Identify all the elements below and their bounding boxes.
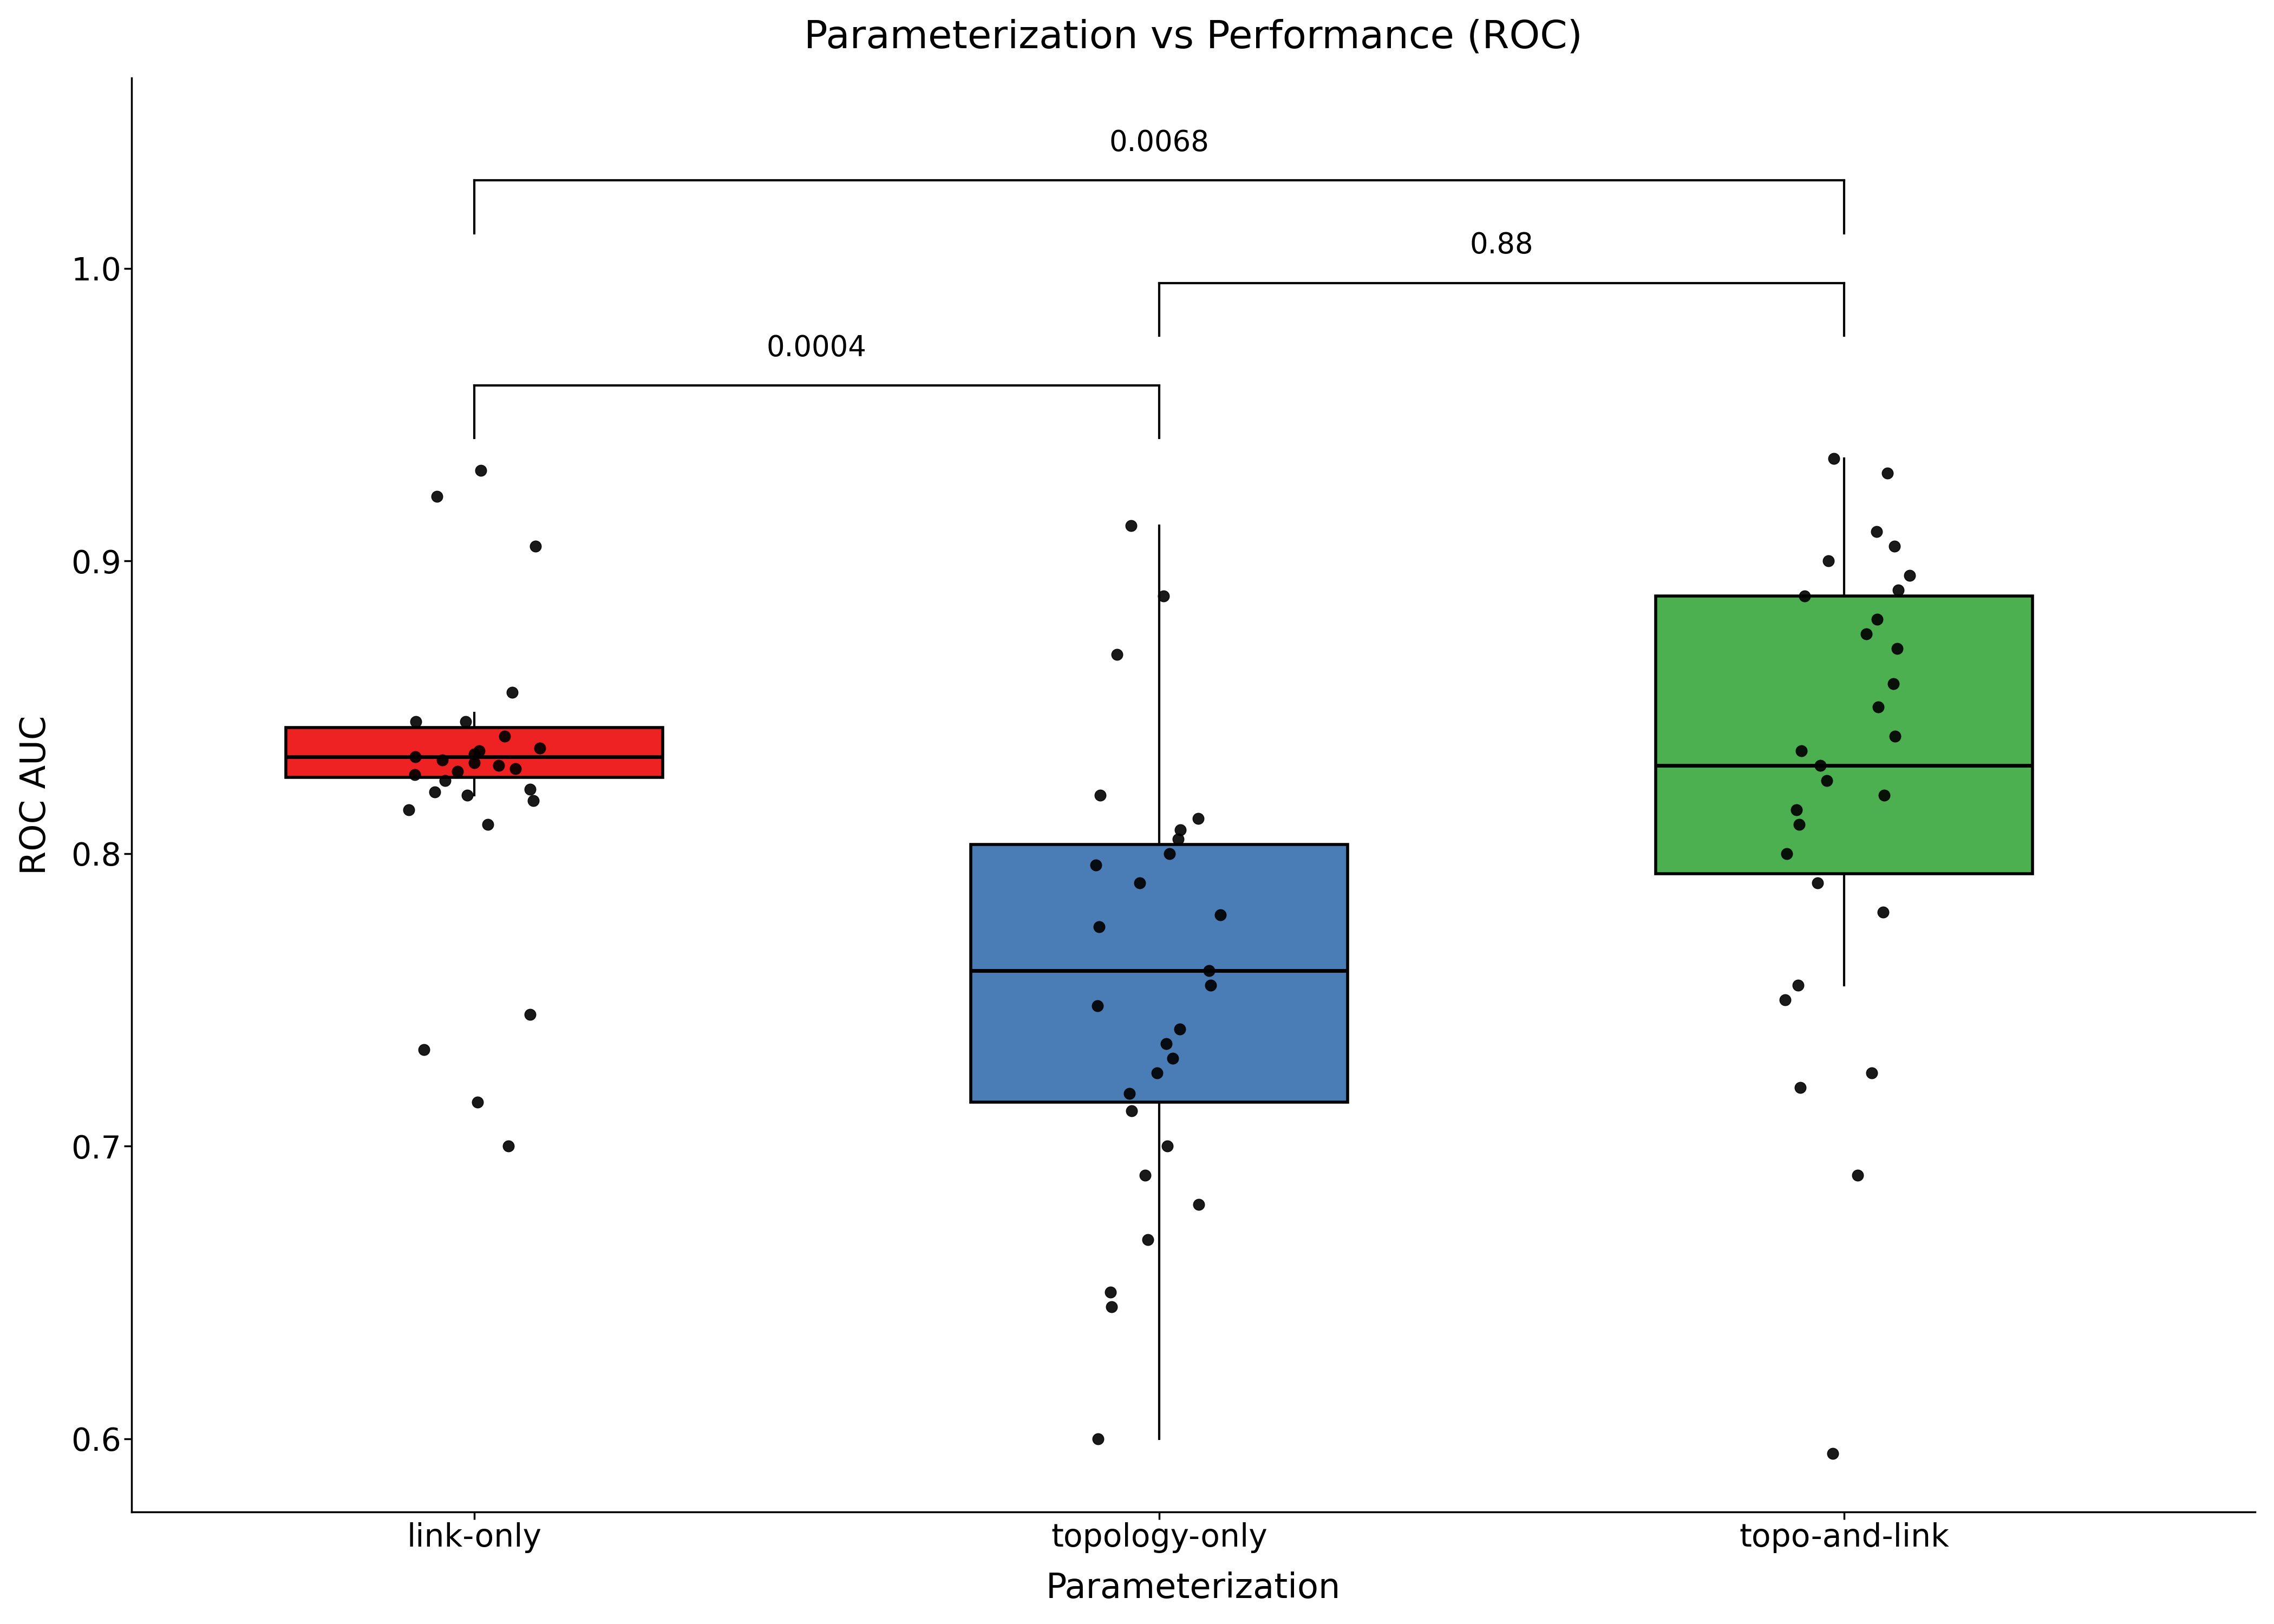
Point — [1112, 513, 1148, 539]
Point — [398, 708, 434, 734]
Point — [1203, 901, 1239, 927]
Point — [1858, 518, 1894, 544]
Point — [398, 744, 434, 770]
Point — [391, 797, 428, 823]
Point — [1139, 1060, 1176, 1086]
Point — [1767, 987, 1803, 1013]
Point — [1098, 641, 1135, 667]
Point — [1146, 583, 1182, 609]
Point — [1162, 1017, 1198, 1043]
Point — [512, 1002, 548, 1028]
Point — [1849, 620, 1885, 646]
Bar — [287, 728, 662, 778]
Point — [1860, 606, 1897, 632]
Point — [1082, 783, 1119, 809]
Point — [1112, 1080, 1148, 1106]
Point — [1151, 841, 1187, 867]
Point — [1801, 752, 1837, 778]
Point — [450, 783, 487, 809]
Point — [1781, 812, 1817, 838]
Point — [1162, 817, 1198, 843]
Point — [1148, 1031, 1185, 1057]
Point — [521, 736, 557, 762]
Point — [1080, 1426, 1117, 1452]
Text: 0.88: 0.88 — [1469, 231, 1533, 260]
Point — [1881, 577, 1917, 603]
Point — [416, 780, 453, 806]
Point — [459, 1090, 496, 1116]
Point — [1080, 992, 1117, 1018]
Point — [418, 484, 455, 510]
Point — [1869, 460, 1906, 486]
Point — [1892, 562, 1928, 588]
Point — [491, 1134, 528, 1160]
Point — [1094, 1294, 1130, 1320]
Point — [1783, 1075, 1819, 1101]
Point — [1876, 671, 1912, 697]
Point — [1769, 841, 1806, 867]
X-axis label: Parameterization: Parameterization — [1046, 1572, 1342, 1605]
Point — [462, 458, 498, 484]
Point — [455, 750, 491, 776]
Y-axis label: ROC AUC: ROC AUC — [18, 715, 52, 875]
Point — [1180, 806, 1217, 831]
Point — [1192, 958, 1228, 984]
Point — [498, 755, 534, 781]
Point — [1876, 723, 1912, 749]
Point — [1078, 853, 1114, 879]
Point — [514, 788, 550, 814]
Point — [1867, 783, 1903, 809]
Point — [1114, 1098, 1151, 1124]
Point — [396, 762, 432, 788]
Text: 0.0004: 0.0004 — [766, 335, 866, 362]
Point — [1860, 693, 1897, 719]
Point — [1808, 768, 1844, 794]
Point — [1130, 1226, 1167, 1252]
Point — [439, 758, 475, 784]
Point — [1810, 547, 1846, 573]
Point — [512, 776, 548, 802]
Point — [425, 747, 462, 773]
Point — [462, 737, 498, 763]
Point — [1192, 973, 1228, 999]
Point — [1876, 533, 1912, 559]
Bar — [1655, 596, 2033, 874]
Point — [1155, 1046, 1192, 1072]
Point — [1126, 1163, 1162, 1189]
Point — [1160, 827, 1196, 853]
Point — [1783, 737, 1819, 763]
Point — [1781, 973, 1817, 999]
Title: Parameterization vs Performance (ROC): Parameterization vs Performance (ROC) — [805, 19, 1583, 57]
Point — [457, 741, 493, 767]
Point — [1799, 870, 1835, 896]
Point — [1815, 1440, 1851, 1466]
Point — [1080, 914, 1117, 940]
Point — [1865, 900, 1901, 926]
Point — [1878, 635, 1915, 661]
Point — [1121, 870, 1157, 896]
Point — [448, 708, 484, 734]
Point — [518, 533, 555, 559]
Point — [487, 723, 523, 749]
Point — [1148, 1134, 1185, 1160]
Point — [1180, 1192, 1217, 1218]
Bar — [971, 844, 1348, 1103]
Text: 0.0068: 0.0068 — [1110, 128, 1210, 158]
Point — [1853, 1060, 1890, 1086]
Point — [1778, 797, 1815, 823]
Point — [405, 1036, 441, 1062]
Point — [1092, 1280, 1128, 1306]
Point — [480, 752, 516, 778]
Point — [493, 679, 530, 705]
Point — [1785, 583, 1821, 609]
Point — [471, 812, 507, 838]
Point — [428, 768, 464, 794]
Point — [1840, 1163, 1876, 1189]
Point — [1817, 445, 1853, 471]
